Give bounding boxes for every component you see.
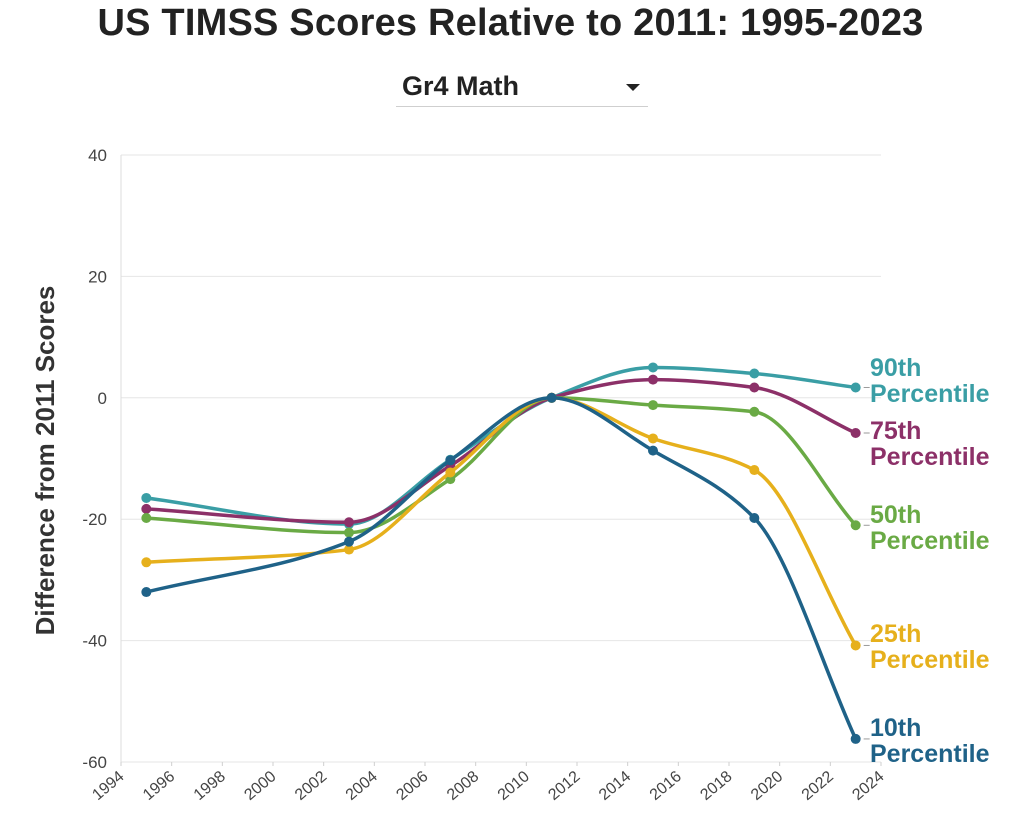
data-point (749, 406, 760, 417)
data-point (344, 536, 354, 547)
series-end-label-line: 90th (870, 354, 921, 382)
series-end-label-line: Percentile (870, 443, 990, 471)
data-point (850, 382, 861, 393)
y-tick-label: -60 (82, 753, 107, 772)
data-point (749, 382, 760, 393)
data-point (648, 362, 658, 373)
metric-dropdown[interactable]: Gr4 Math (396, 66, 648, 107)
data-point (141, 512, 152, 523)
series-end-label: 50th Percentile (870, 501, 990, 555)
series-end-label: 10th Percentile (870, 714, 990, 768)
y-tick-label: 40 (88, 146, 107, 165)
x-tick-label: 2014 (596, 768, 634, 804)
data-point (445, 455, 456, 466)
series-line (144, 365, 858, 526)
dropdown-selected-value: Gr4 Math (402, 71, 520, 101)
data-point (648, 445, 658, 456)
data-point (445, 467, 456, 478)
series-line (144, 396, 858, 648)
data-point (344, 544, 354, 555)
chart-title: US TIMSS Scores Relative to 2011: 1995-2… (97, 2, 924, 44)
x-tick-label: 2012 (545, 768, 583, 804)
series-line (144, 377, 858, 524)
x-tick-label: 2008 (444, 768, 482, 804)
series-end-label: 90th Percentile (870, 354, 990, 408)
series-end-label-line: Percentile (870, 740, 990, 768)
x-tick-label: 1998 (191, 768, 229, 804)
data-point (648, 400, 658, 411)
data-point (850, 733, 861, 744)
data-point (546, 392, 557, 403)
series-end-label-line: Percentile (870, 646, 990, 674)
data-point (344, 527, 354, 538)
data-point (141, 557, 152, 568)
x-tick-label: 2022 (799, 768, 837, 804)
series-end-label-line: 10th (870, 714, 921, 742)
data-point (141, 492, 152, 503)
x-tick-label: 2018 (697, 768, 735, 804)
data-point (141, 503, 152, 514)
chevron-down-icon (626, 84, 640, 91)
data-point (749, 512, 760, 523)
y-tick-label: 0 (98, 389, 107, 408)
data-point (850, 520, 861, 531)
y-tick-label: -40 (82, 632, 107, 651)
data-point (850, 640, 861, 651)
y-axis-title: Difference from 2011 Scores (30, 286, 60, 636)
x-tick-label: 1994 (89, 768, 127, 804)
data-point (648, 374, 658, 385)
series-end-label-line: 25th (870, 620, 921, 648)
x-tick-label: 2016 (647, 768, 685, 804)
x-tick-label: 2020 (748, 768, 786, 804)
data-point (749, 465, 760, 476)
x-tick-label: 1996 (140, 768, 178, 804)
data-point (648, 433, 658, 444)
series-end-label-line: 50th (870, 501, 921, 529)
series-end-label-line: 75th (870, 417, 921, 445)
series-end-label-line: Percentile (870, 380, 990, 408)
series-end-label: 75th Percentile (870, 417, 990, 471)
data-point (749, 368, 760, 379)
series-end-label-line: Percentile (870, 527, 990, 555)
x-tick-label: 2006 (393, 768, 431, 804)
x-tick-label: 2000 (241, 768, 279, 804)
data-point (141, 587, 152, 598)
y-tick-label: 20 (88, 267, 107, 286)
data-point (850, 428, 861, 439)
data-point (344, 517, 354, 528)
series-line (144, 396, 858, 741)
series-end-label: 25th Percentile (870, 620, 990, 674)
x-tick-label: 2004 (343, 768, 381, 804)
x-tick-label: 2024 (849, 768, 887, 804)
x-tick-label: 2002 (292, 768, 330, 804)
x-tick-label: 2010 (495, 768, 533, 804)
y-tick-label: -20 (82, 510, 107, 529)
